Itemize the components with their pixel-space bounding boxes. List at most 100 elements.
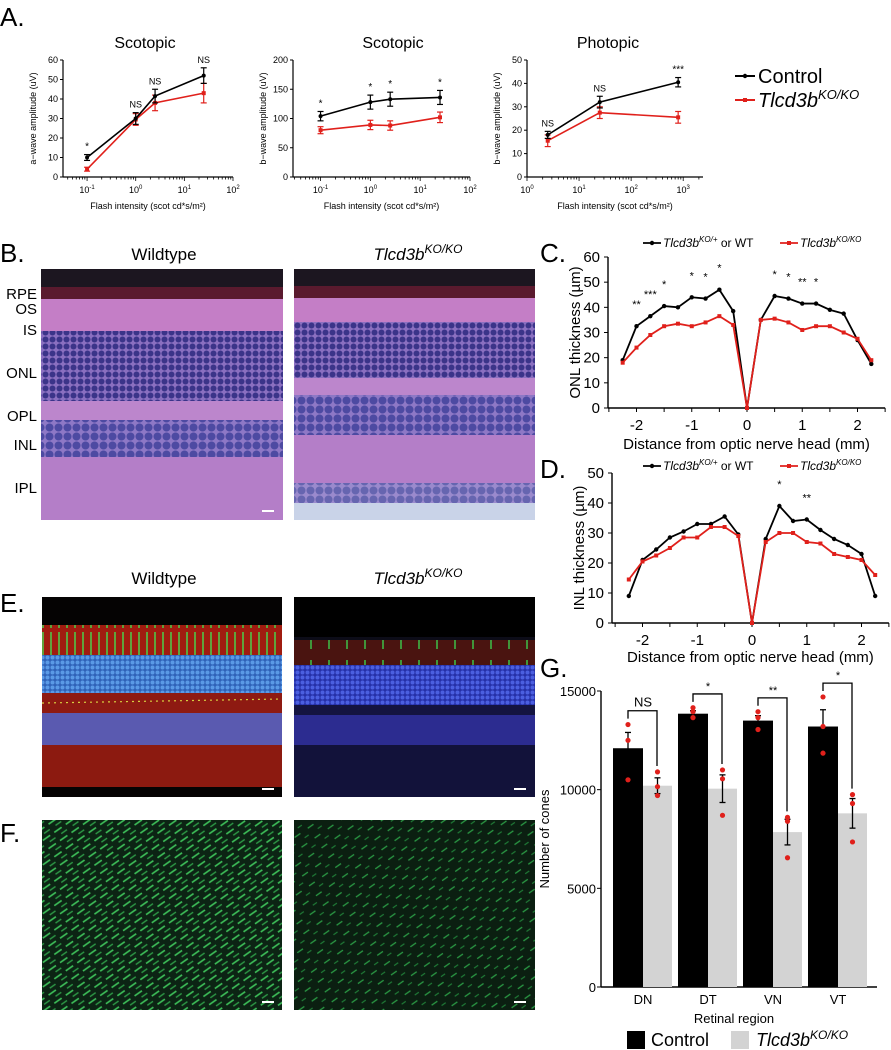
- data-point: [841, 330, 846, 335]
- data-point: [318, 128, 323, 133]
- chart-a-bwave-scotopic: Scotopic 0 50 100 150 200 10-1 100 101 102 Flash i…: [258, 35, 477, 211]
- chart-title: Photopic: [577, 35, 639, 52]
- x-tick-label: 100: [129, 185, 143, 195]
- panel-label-e: E.: [0, 588, 25, 618]
- data-point: [648, 313, 653, 319]
- x-tick-label: 101: [178, 185, 192, 195]
- y-axis-label: a−wave amplitude (uV): [28, 72, 38, 164]
- y-tick-label: 40: [512, 78, 522, 88]
- significance-label: *: [786, 272, 791, 284]
- data-point: [841, 311, 846, 316]
- data-point: [813, 301, 819, 306]
- data-point: [827, 307, 833, 313]
- chart-a-awave-scotopic: Scotopic 0 10 20 30 40 50 60 10-1 100 101 102 Flash …: [28, 35, 240, 211]
- e-ko-image: [294, 597, 535, 797]
- data-point: [755, 726, 761, 733]
- y-tick-label: 15000: [560, 684, 596, 699]
- series-line-control: [86, 74, 205, 159]
- data-point: [722, 525, 727, 529]
- significance-label: *: [368, 82, 372, 93]
- data-point: [719, 776, 726, 782]
- data-point: [689, 324, 694, 329]
- x-tick-label: 101: [572, 185, 586, 195]
- y-tick-label: 10: [587, 585, 604, 602]
- x-tick-label: 101: [414, 185, 428, 195]
- y-tick-label: 20: [512, 125, 522, 135]
- significance-bracket: [822, 682, 853, 789]
- x-tick-label: -2: [630, 417, 643, 434]
- data-point: [545, 132, 550, 137]
- panel-label-a: A.: [0, 2, 25, 32]
- legend-ko-label: Tlcd3bKO/KO: [758, 87, 859, 112]
- data-point: [869, 361, 874, 367]
- significance-label: *: [777, 479, 782, 491]
- data-point: [791, 531, 796, 535]
- layer-label-os: OS: [15, 301, 37, 318]
- significance-label: *: [717, 263, 722, 275]
- x-tick-label: 100: [364, 185, 378, 195]
- x-tick-label: 10-1: [313, 185, 329, 195]
- data-point: [667, 546, 672, 550]
- y-tick-label: 40: [587, 495, 604, 512]
- data-point: [849, 800, 856, 807]
- data-point: [855, 336, 860, 341]
- data-point: [804, 540, 809, 544]
- category-label: DN: [634, 992, 653, 1007]
- data-point: [763, 540, 768, 544]
- data-point: [849, 839, 856, 845]
- y-tick-label: 30: [587, 525, 604, 542]
- data-point: [625, 737, 631, 743]
- legend-wt-label: Tlcd3bKO/+ or WT: [663, 235, 754, 250]
- significance-label: *: [772, 269, 777, 281]
- y-tick-label: 60: [48, 55, 58, 65]
- chart-g-cone-counts: 0 5000 10000 15000 Number of cones Retinal re…: [537, 670, 877, 1050]
- x-tick-label: 10-1: [79, 185, 95, 195]
- panel-label-f: F.: [0, 818, 20, 848]
- data-point: [675, 321, 680, 326]
- category-label: VT: [830, 992, 847, 1007]
- legend-control-swatch: [627, 1031, 645, 1049]
- legend-a: Control Tlcd3bKO/KO: [735, 66, 859, 112]
- x-tick-label: 1: [803, 632, 811, 649]
- f-ko-image: [294, 820, 535, 1010]
- x-tick-label: 0: [748, 632, 756, 649]
- y-tick-label: 10: [583, 375, 600, 392]
- data-point: [85, 167, 90, 172]
- data-point: [722, 514, 727, 519]
- data-point: [626, 577, 631, 582]
- data-point: [832, 552, 837, 556]
- data-point: [438, 95, 443, 100]
- y-tick-label: 20: [48, 133, 58, 143]
- data-point: [681, 529, 686, 534]
- y-tick-label: 150: [273, 84, 288, 94]
- series-line-ko: [622, 315, 873, 409]
- data-point: [625, 777, 631, 783]
- x-axis-label: Flash intensity (scot cd*s/m²): [557, 201, 673, 211]
- x-tick-label: 100: [520, 185, 534, 195]
- y-axis-label: b−wave amplitude (uV): [492, 72, 502, 164]
- data-point: [717, 314, 722, 319]
- data-point: [784, 814, 791, 820]
- significance-label: *: [319, 98, 323, 109]
- data-point: [675, 305, 681, 310]
- x-axis-label: Distance from optic nerve head (mm): [623, 436, 870, 453]
- series-line-control: [320, 96, 441, 117]
- data-point: [388, 123, 393, 128]
- y-tick-label: 50: [48, 75, 58, 85]
- significance-bracket: [757, 697, 788, 812]
- data-point: [620, 360, 625, 365]
- data-point: [597, 110, 602, 115]
- data-point: [703, 320, 708, 325]
- data-point: [745, 406, 749, 410]
- bar-ko: [708, 788, 737, 987]
- layer-label-inl: INL: [14, 437, 37, 454]
- data-point: [597, 100, 602, 105]
- data-point: [845, 542, 851, 548]
- data-point: [654, 784, 661, 790]
- data-point: [755, 715, 761, 721]
- data-point: [820, 723, 826, 730]
- legend-ko-label: Tlcd3bKO/KO: [756, 1028, 848, 1050]
- data-point: [777, 503, 782, 509]
- legend-ko-marker: [787, 241, 791, 245]
